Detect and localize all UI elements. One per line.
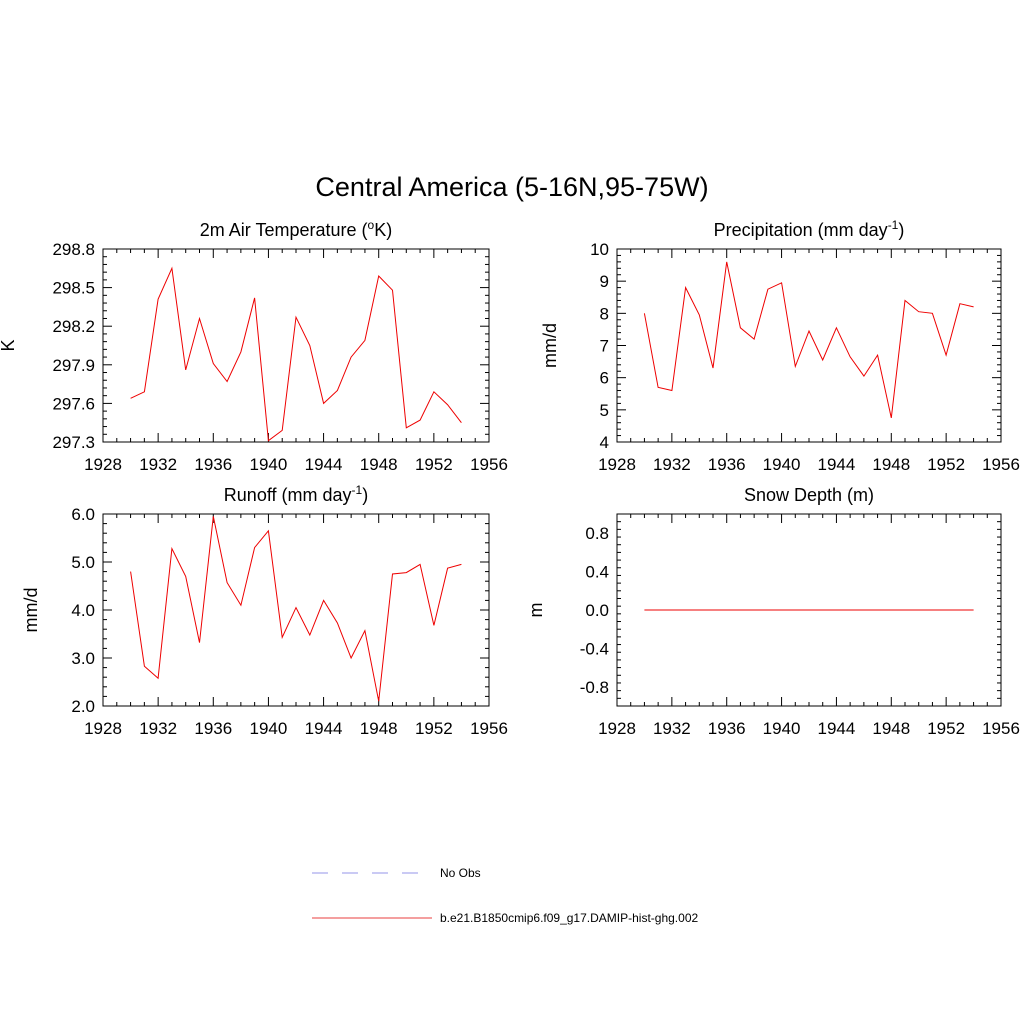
y-axis-label: K: [0, 339, 18, 351]
y-axis-label: m: [526, 603, 546, 618]
x-tick-label: 1944: [305, 719, 343, 738]
plot-frame: [102, 513, 490, 707]
y-axis-label: mm/d: [540, 323, 560, 368]
x-tick-label: 1932: [653, 719, 691, 738]
series-line: [130, 516, 462, 702]
panel-title: Precipitation (mm day-1): [714, 218, 905, 240]
y-tick-label: 9: [600, 272, 609, 291]
x-tick-label: 1952: [415, 719, 453, 738]
y-tick-label: -0.4: [580, 639, 609, 658]
x-tick-label: 1936: [708, 455, 746, 474]
y-tick-label: 298.2: [52, 317, 95, 336]
x-tick-label: 1936: [194, 719, 232, 738]
panel-title: 2m Air Temperature (oK): [200, 218, 392, 240]
y-tick-label: 297.3: [52, 433, 95, 452]
y-tick-label: 5: [600, 401, 609, 420]
x-tick-label: 1952: [415, 455, 453, 474]
x-tick-label: 1932: [139, 455, 177, 474]
panel-title: Runoff (mm day-1): [224, 483, 368, 505]
x-tick-label: 1936: [194, 455, 232, 474]
x-tick-label: 1928: [84, 455, 122, 474]
figure-title: Central America (5-16N,95-75W): [315, 172, 708, 202]
x-tick-label: 1948: [360, 719, 398, 738]
plot-frame: [102, 248, 490, 443]
x-tick-label: 1956: [982, 719, 1020, 738]
x-tick-label: 1928: [598, 455, 636, 474]
legend-no-obs-label: No Obs: [440, 866, 481, 880]
y-tick-label: 297.9: [52, 356, 95, 375]
panel-title: Snow Depth (m): [744, 485, 874, 505]
panel-3: Runoff (mm day-1) mm/d 1928 1932 1936 1940 194…: [21, 483, 508, 738]
x-tick-label: 1956: [982, 455, 1020, 474]
y-tick-label: 0.4: [585, 563, 609, 582]
x-tick-label: 1932: [139, 719, 177, 738]
x-tick-label: 1928: [84, 719, 122, 738]
y-tick-label: 0.8: [585, 524, 609, 543]
x-tick-label: 1944: [305, 455, 343, 474]
y-tick-label: -0.8: [580, 678, 609, 697]
series-line: [130, 266, 462, 442]
x-tick-label: 1940: [763, 455, 801, 474]
y-tick-label: 8: [600, 304, 609, 323]
y-tick-label: 2.0: [71, 697, 95, 716]
y-tick-label: 5.0: [71, 553, 95, 572]
y-tick-label: 6.0: [71, 505, 95, 524]
x-tick-label: 1952: [927, 719, 965, 738]
x-tick-label: 1940: [250, 719, 288, 738]
x-tick-label: 1928: [598, 719, 636, 738]
x-tick-label: 1956: [470, 719, 508, 738]
panel-1: 2m Air Temperature (oK) K 1928 1932 1936 1940…: [0, 218, 508, 474]
y-tick-label: 297.6: [52, 394, 95, 413]
x-tick-label: 1948: [872, 455, 910, 474]
x-tick-label: 1956: [470, 455, 508, 474]
panel-2: Precipitation (mm day-1) mm/d 1928 1932 1936…: [540, 218, 1020, 474]
x-tick-label: 1940: [250, 455, 288, 474]
x-tick-label: 1932: [653, 455, 691, 474]
series-line: [643, 261, 974, 419]
panel-4: Snow Depth (m) m 1928 1932 1936 1940 1944 1948 1…: [526, 485, 1020, 738]
y-tick-label: 3.0: [71, 649, 95, 668]
y-tick-label: 7: [600, 337, 609, 356]
y-tick-label: 10: [590, 240, 609, 259]
legend: No Obs b.e21.B1850cmip6.f09_g17.DAMIP-hi…: [312, 866, 698, 925]
y-tick-label: 298.8: [52, 240, 95, 259]
x-tick-label: 1948: [360, 455, 398, 474]
x-tick-label: 1944: [818, 455, 856, 474]
x-tick-label: 1936: [708, 719, 746, 738]
y-tick-label: 0.0: [585, 601, 609, 620]
y-axis-label: mm/d: [21, 588, 41, 633]
x-tick-label: 1948: [872, 719, 910, 738]
y-tick-label: 4.0: [71, 601, 95, 620]
x-tick-label: 1952: [927, 455, 965, 474]
y-tick-label: 6: [600, 369, 609, 388]
y-tick-label: 298.5: [52, 279, 95, 298]
panels: 2m Air Temperature (oK) K 1928 1932 1936 1940…: [0, 218, 1020, 738]
x-tick-label: 1944: [818, 719, 856, 738]
y-tick-label: 4: [600, 433, 609, 452]
x-tick-label: 1940: [763, 719, 801, 738]
legend-model-label: b.e21.B1850cmip6.f09_g17.DAMIP-hist-ghg.…: [440, 911, 698, 925]
